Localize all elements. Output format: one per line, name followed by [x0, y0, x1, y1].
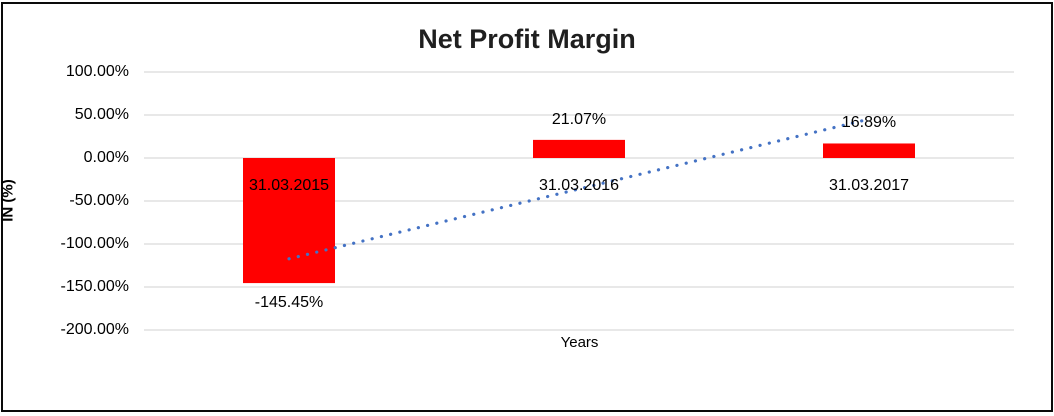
data-label: 16.89%: [841, 114, 897, 132]
bar: [823, 143, 915, 158]
chart-title: Net Profit Margin: [418, 24, 636, 54]
y-tick-label: -200.00%: [60, 321, 130, 338]
y-tick-label: 100.00%: [65, 63, 129, 80]
bar: [533, 139, 625, 158]
y-tick-label: 50.00%: [74, 106, 129, 123]
y-tick-label: -50.00%: [69, 192, 129, 209]
bar: [243, 158, 335, 284]
data-label: -145.45%: [254, 294, 324, 312]
y-tick-label: -100.00%: [60, 235, 130, 252]
x-axis-title: Years: [560, 334, 599, 351]
data-label: 21.07%: [551, 110, 607, 128]
y-tick-label: -150.00%: [60, 278, 130, 295]
category-label: 31.03.2016: [538, 177, 620, 194]
category-label: 31.03.2017: [828, 177, 910, 194]
y-tick-label: 0.00%: [83, 149, 129, 166]
category-label: 31.03.2015: [248, 177, 330, 194]
